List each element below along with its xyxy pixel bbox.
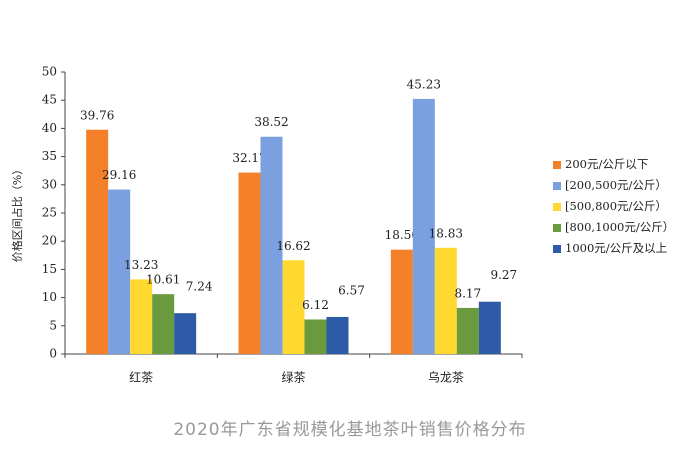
value-label: 7.24 — [186, 280, 213, 294]
bar — [108, 189, 131, 354]
bar — [412, 98, 435, 354]
y-tick-label: 30 — [42, 177, 57, 191]
bar — [130, 279, 153, 354]
y-tick-label: 35 — [42, 149, 57, 163]
y-tick-label: 5 — [49, 318, 57, 332]
bar — [326, 316, 349, 354]
x-tick-label: 红茶 — [129, 370, 153, 385]
value-label: 29.16 — [102, 168, 136, 182]
legend-label: 1000元/公斤及以上 — [565, 241, 667, 255]
bar — [390, 249, 413, 354]
value-label: 13.23 — [124, 258, 158, 272]
legend-swatch — [553, 224, 561, 232]
value-label: 38.52 — [254, 115, 288, 129]
y-tick-label: 25 — [42, 206, 57, 220]
value-label: 18.83 — [429, 226, 463, 240]
y-axis-label: 价格区间占比（%） — [10, 164, 24, 262]
value-label: 9.27 — [490, 268, 517, 282]
value-label: 18.50 — [385, 228, 419, 242]
legend-label: [200,500元/公斤） — [565, 178, 667, 192]
legend-label: [800,1000元/公斤） — [565, 220, 674, 234]
x-tick-label: 乌龙茶 — [428, 370, 464, 385]
y-tick-label: 0 — [49, 347, 57, 361]
bar — [152, 294, 175, 354]
chart-title: 2020年广东省规模化基地茶叶销售价格分布 — [173, 420, 526, 440]
value-label: 8.17 — [454, 286, 481, 300]
value-label: 45.23 — [407, 77, 441, 91]
legend-swatch — [553, 245, 561, 253]
value-label: 10.61 — [146, 273, 180, 287]
value-label: 6.12 — [302, 298, 329, 312]
bar — [434, 247, 457, 354]
legend-label: 200元/公斤以下 — [565, 157, 648, 171]
bar — [456, 307, 479, 354]
value-label: 6.57 — [338, 283, 365, 297]
legend-swatch — [553, 161, 561, 169]
y-tick-label: 50 — [42, 65, 57, 79]
bar — [260, 136, 283, 354]
legend-swatch — [553, 182, 561, 190]
value-label: 32.17 — [232, 151, 266, 165]
bar — [282, 260, 305, 354]
x-tick-label: 绿茶 — [281, 370, 305, 385]
bar — [478, 301, 501, 354]
y-tick-label: 15 — [42, 262, 57, 276]
legend-swatch — [553, 203, 561, 211]
bar — [304, 319, 327, 354]
value-label: 16.62 — [276, 239, 310, 253]
value-label: 39.76 — [80, 108, 114, 122]
bar — [86, 129, 109, 354]
y-tick-label: 20 — [42, 234, 57, 248]
y-tick-label: 45 — [42, 93, 57, 107]
y-tick-label: 40 — [42, 121, 57, 135]
bar — [238, 172, 261, 354]
legend-label: [500,800元/公斤） — [565, 199, 667, 213]
y-tick-label: 10 — [42, 290, 57, 304]
bar — [174, 313, 197, 354]
